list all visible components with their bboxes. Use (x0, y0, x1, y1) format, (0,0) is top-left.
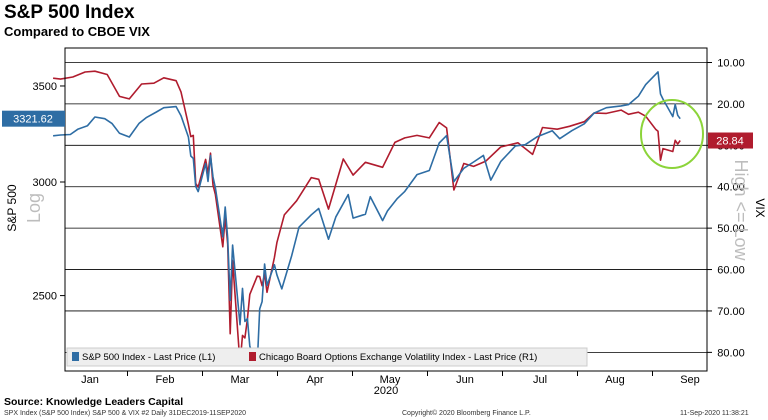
left-axis: 3500 3000 2500 (33, 81, 65, 303)
right-axis-scale-label: High <= Low (731, 159, 751, 261)
footer-timestamp: 11-Sep-2020 11:38:21 (680, 410, 749, 417)
legend-swatch-vix (249, 352, 256, 361)
x-axis: Jan Feb Mar Apr May Jun Jul Aug Sep (81, 371, 700, 386)
x-tick-label-0: Jan (81, 374, 99, 386)
left-axis-label: S&P 500 (5, 184, 19, 231)
vix-last-value: 28.84 (716, 136, 744, 148)
chart-subtitle: Compared to CBOE VIX (4, 24, 150, 39)
highlight-circle (640, 99, 704, 169)
footer-series-info: SPX Index (S&P 500 Index) S&P 500 & VIX … (4, 410, 247, 417)
x-tick-label-6: Jul (533, 374, 547, 386)
vix-last-value-tag: 28.84 (708, 132, 753, 149)
footer-copyright: Copyright© 2020 Bloomberg Finance L.P. (402, 410, 531, 417)
right-tick-label-3: 40.00 (717, 182, 745, 194)
right-tick-label-6: 70.00 (717, 306, 745, 318)
legend-swatch-spx (72, 352, 79, 361)
right-axis-label: VIX (753, 198, 767, 217)
right-tick-label-4: 50.00 (717, 223, 745, 235)
grid-lines (65, 62, 707, 353)
x-tick-label-8: Sep (680, 374, 700, 386)
series-layer (53, 70, 681, 366)
x-tick-label-2: Mar (231, 374, 250, 386)
x-tick-label-4: May (380, 374, 401, 386)
x-tick-label-7: Aug (605, 374, 625, 386)
x-axis-year-label: 2020 (374, 385, 398, 397)
spx-line (53, 71, 681, 366)
left-tick-label-2: 2500 (33, 291, 57, 303)
left-tick-label-0: 3500 (33, 81, 57, 93)
legend-box (66, 347, 588, 367)
source-note: Source: Knowledge Leaders Capital (4, 396, 184, 408)
right-tick-label-0: 10.00 (717, 57, 745, 69)
x-tick-label-1: Feb (156, 374, 175, 386)
left-tick-label-1: 3000 (33, 177, 57, 189)
legend-label-vix: Chicago Board Options Exchange Volatilit… (259, 352, 537, 363)
legend-label-spx: S&P 500 Index - Last Price (L1) (82, 352, 215, 363)
spx-last-value: 3321.62 (13, 114, 53, 126)
left-axis-scale-label: Log (24, 193, 44, 223)
x-tick-label-5: Jun (456, 374, 474, 386)
right-tick-label-5: 60.00 (717, 265, 745, 277)
plot-area (65, 48, 707, 371)
right-tick-label-1: 20.00 (717, 99, 745, 111)
spx-last-value-tag: 3321.62 (2, 110, 65, 127)
x-tick-label-3: Apr (306, 374, 323, 386)
right-tick-label-7: 80.00 (717, 347, 745, 359)
chart-legend: S&P 500 Index - Last Price (L1) Chicago … (66, 347, 588, 367)
chart-title: S&P 500 Index (4, 2, 135, 23)
